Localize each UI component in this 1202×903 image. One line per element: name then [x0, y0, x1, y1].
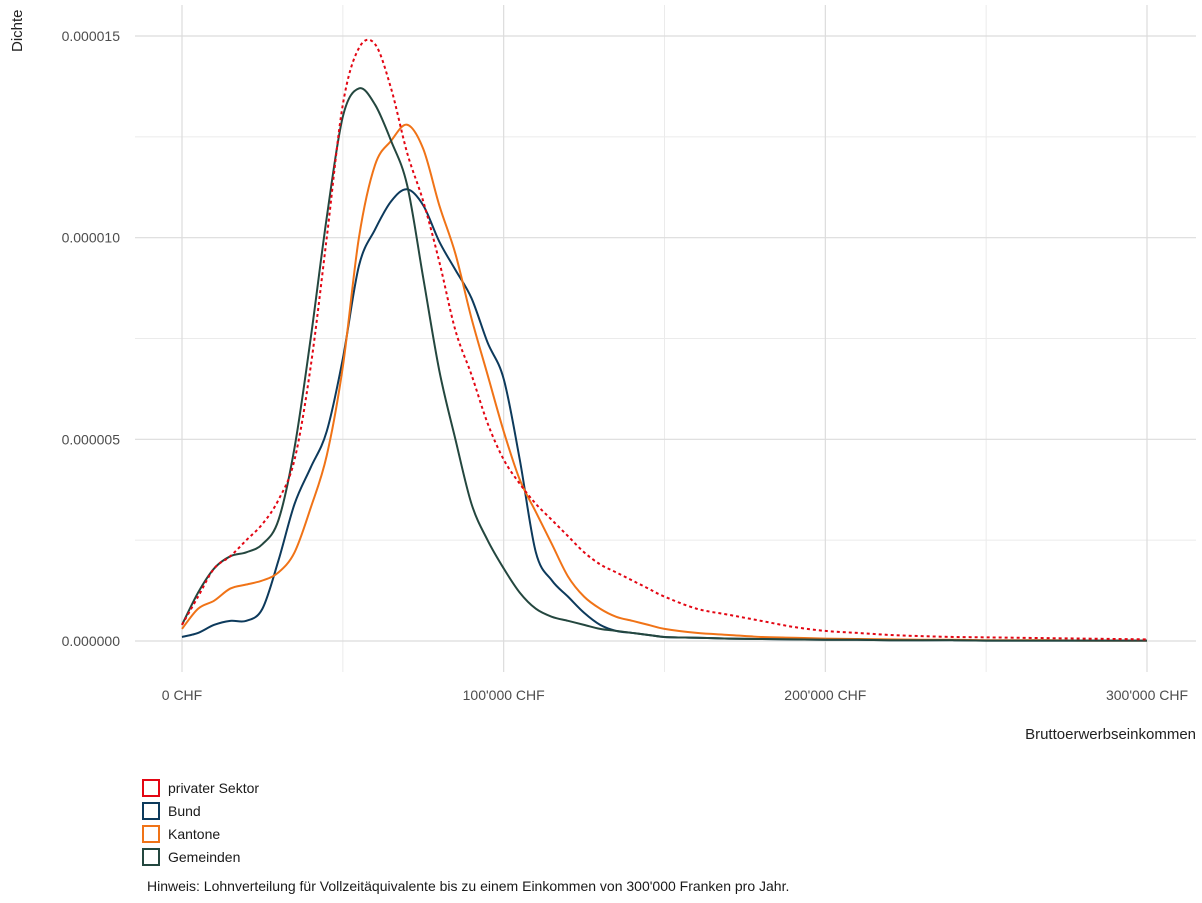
legend: privater Sektor Bund Kantone Gemeinden: [142, 776, 259, 868]
legend-key-swatch: [142, 824, 160, 843]
legend-item: privater Sektor: [142, 776, 259, 799]
y-tick-label: 0.000000: [62, 633, 121, 649]
x-tick-label: 100'000 CHF: [463, 687, 545, 703]
legend-label: Bund: [168, 802, 201, 819]
legend-item: Bund: [142, 799, 259, 822]
series-line-gemeinden: [181, 87, 1147, 642]
series-line-privater-sektor: [181, 38, 1148, 641]
y-axis-title: Dichte: [9, 9, 26, 52]
density-curves: [181, 38, 1148, 642]
y-tick-labels: 0.000000 0.000005 0.000010 0.000015: [62, 28, 121, 649]
x-tick-label: 300'000 CHF: [1106, 687, 1188, 703]
x-tick-label: 0 CHF: [162, 687, 202, 703]
x-tick-label: 200'000 CHF: [784, 687, 866, 703]
legend-key-swatch: [142, 847, 160, 866]
legend-item: Kantone: [142, 822, 259, 845]
legend-item: Gemeinden: [142, 845, 259, 868]
legend-label: privater Sektor: [168, 779, 260, 796]
y-tick-label: 0.000005: [62, 431, 121, 447]
footnote: Hinweis: Lohnverteilung für Vollzeitäqui…: [147, 878, 790, 894]
density-chart: 0 CHF 100'000 CHF 200'000 CHF 300'000 CHF 0…: [9, 5, 1196, 743]
legend-key-swatch: [142, 778, 160, 797]
legend-label: Kantone: [168, 825, 221, 842]
x-tick-labels: 0 CHF 100'000 CHF 200'000 CHF 300'000 CHF: [162, 687, 1188, 703]
legend-key-swatch: [142, 801, 160, 820]
y-tick-label: 0.000010: [62, 230, 121, 246]
legend-label: Gemeinden: [168, 848, 241, 865]
y-tick-label: 0.000015: [62, 28, 121, 44]
gridlines: [135, 5, 1196, 672]
x-axis-title: Bruttoerwerbseinkommen: [1025, 726, 1196, 743]
